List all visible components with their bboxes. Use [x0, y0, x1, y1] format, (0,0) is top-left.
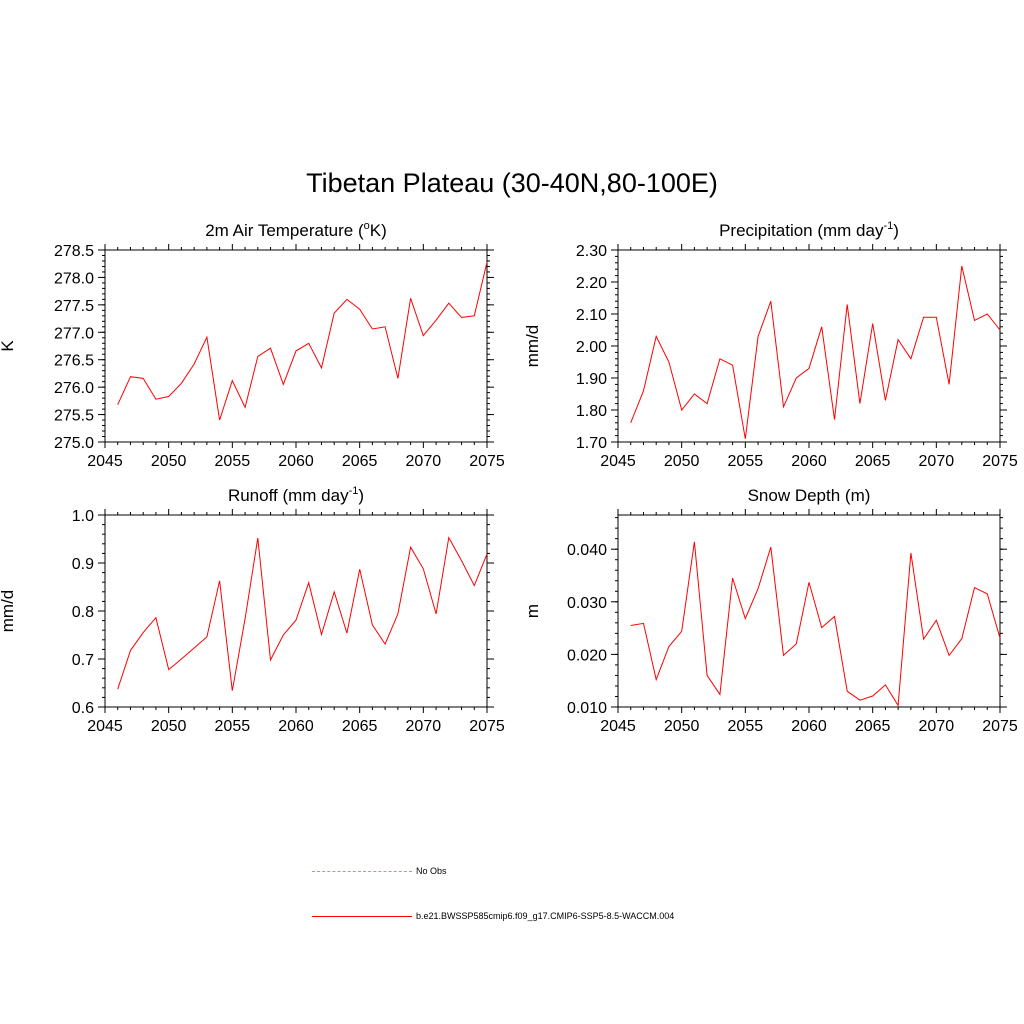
- panel-title-sup: -1: [883, 220, 893, 232]
- series-line: [630, 541, 1001, 707]
- x-tick-label: 2075: [469, 718, 505, 735]
- y-tick-label: 0.040: [567, 542, 607, 559]
- x-tick-label: 2050: [664, 453, 700, 470]
- y-tick-label: 1.0: [72, 508, 94, 525]
- panel-title-end: ): [893, 221, 899, 240]
- x-tick-label: 2055: [215, 453, 251, 470]
- y-tick-label: 2.00: [576, 339, 607, 356]
- x-tick-label: 2055: [728, 718, 764, 735]
- panel-title-end: K): [370, 221, 387, 240]
- x-tick-label: 2065: [342, 718, 378, 735]
- y-axis-label: mm/d: [523, 325, 542, 368]
- y-tick-label: 278.5: [54, 243, 94, 260]
- plot-frame: [104, 249, 488, 443]
- y-tick-label: 0.010: [567, 700, 607, 717]
- y-tick-label: 277.5: [54, 298, 94, 315]
- panel-title-text: Precipitation (mm day: [719, 221, 884, 240]
- y-tick-label: 0.9: [72, 556, 94, 573]
- legend-swatch-dashed: [312, 871, 412, 872]
- y-tick-label: 275.5: [54, 408, 94, 425]
- x-tick-label: 2070: [406, 718, 442, 735]
- x-tick-label: 2050: [664, 718, 700, 735]
- panel-title: Runoff (mm day-1): [228, 485, 364, 505]
- legend-label: b.e21.BWSSP585cmip6.f09_g17.CMIP6-SSP5-8…: [416, 911, 675, 921]
- y-tick-label: 275.0: [54, 435, 94, 452]
- x-tick-label: 2060: [278, 453, 314, 470]
- panel-title-sup: -1: [349, 485, 359, 497]
- panel-4: 2045 2050 2055 2060 2065 2070 2075 0.010 0.020 0.…: [523, 486, 1018, 735]
- x-tick-label: 2050: [151, 453, 187, 470]
- x-tick-label: 2055: [728, 453, 764, 470]
- y-tick-label: 0.6: [72, 700, 94, 717]
- x-tick-label: 2045: [600, 718, 636, 735]
- figure-title: Tibetan Plateau (30-40N,80-100E): [306, 168, 718, 198]
- y-tick-label: 276.0: [54, 380, 94, 397]
- legend-entry-model: b.e21.BWSSP585cmip6.f09_g17.CMIP6-SSP5-8…: [312, 911, 732, 923]
- x-tick-label: 2070: [919, 453, 955, 470]
- legend-entry-no-obs: No Obs: [312, 866, 732, 878]
- y-axis-label: K: [0, 340, 17, 352]
- y-tick-label: 277.0: [54, 325, 94, 342]
- y-axis-label: mm/d: [0, 590, 17, 633]
- x-tick-label: 2055: [215, 718, 251, 735]
- panel-title: 2m Air Temperature (oK): [205, 220, 387, 240]
- y-tick-label: 2.20: [576, 275, 607, 292]
- panel-1: 2045 2050 2055 2060 2065 2070 2075 275.0 275.5 27…: [0, 220, 505, 470]
- y-tick-label: 0.020: [567, 647, 607, 664]
- panel-title: Precipitation (mm day-1): [719, 220, 899, 240]
- legend-label: No Obs: [416, 866, 447, 876]
- panel-title-text: Runoff (mm day: [228, 486, 349, 505]
- x-tick-label: 2045: [87, 718, 123, 735]
- panel-title: Snow Depth (m): [748, 486, 871, 505]
- y-tick-label: 0.8: [72, 604, 94, 621]
- y-axis-label: m: [523, 604, 542, 618]
- y-tick-label: 0.030: [567, 595, 607, 612]
- panel-title-sup: o: [364, 220, 370, 232]
- x-tick-label: 2060: [791, 718, 827, 735]
- x-tick-label: 2045: [87, 453, 123, 470]
- y-tick-label: 2.10: [576, 307, 607, 324]
- y-tick-label: 278.0: [54, 270, 94, 287]
- y-tick-label: 276.5: [54, 353, 94, 370]
- x-tick-label: 2050: [151, 718, 187, 735]
- x-tick-label: 2070: [919, 718, 955, 735]
- x-tick-label: 2075: [982, 453, 1018, 470]
- panel-title-text: Snow Depth (m): [748, 486, 871, 505]
- y-tick-label: 2.30: [576, 243, 607, 260]
- series-line: [117, 536, 488, 691]
- panel-3: 2045 2050 2055 2060 2065 2070 2075 0.6 0.7 0.8 0.9…: [0, 485, 505, 735]
- y-tick-label: 1.90: [576, 371, 607, 388]
- legend-swatch-solid: [312, 916, 412, 917]
- panel-2: 2045 2050 2055 2060 2065 2070 2075 1.70 1.80 1.90…: [523, 220, 1018, 470]
- y-tick-label: 0.7: [72, 652, 94, 669]
- plot-frame: [617, 514, 1001, 708]
- x-tick-label: 2065: [855, 453, 891, 470]
- series-line: [117, 261, 488, 421]
- plot-frame: [617, 249, 1001, 443]
- x-tick-label: 2075: [982, 718, 1018, 735]
- series-line: [630, 265, 1001, 439]
- panel-title-text: 2m Air Temperature (: [205, 221, 364, 240]
- x-tick-label: 2045: [600, 453, 636, 470]
- y-tick-label: 1.80: [576, 403, 607, 420]
- panel-title-end: ): [358, 486, 364, 505]
- y-tick-label: 1.70: [576, 435, 607, 452]
- x-tick-label: 2060: [791, 453, 827, 470]
- x-tick-label: 2075: [469, 453, 505, 470]
- x-tick-label: 2060: [278, 718, 314, 735]
- x-tick-label: 2070: [406, 453, 442, 470]
- x-tick-label: 2065: [342, 453, 378, 470]
- plot-frame: [104, 514, 488, 708]
- x-tick-label: 2065: [855, 718, 891, 735]
